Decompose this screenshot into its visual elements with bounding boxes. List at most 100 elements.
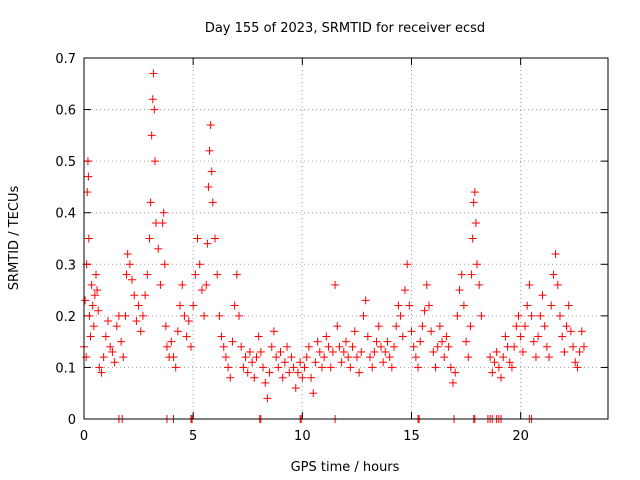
data-point	[248, 358, 257, 367]
data-point	[545, 353, 554, 362]
data-point	[263, 394, 272, 403]
data-point	[193, 234, 202, 243]
data-point	[104, 317, 113, 326]
y-axis-label: SRMTID / TECUs	[7, 186, 22, 291]
data-point	[287, 353, 296, 362]
data-points	[80, 69, 588, 423]
data-point	[237, 342, 246, 351]
data-point	[352, 353, 361, 362]
data-point	[475, 280, 484, 289]
data-point	[123, 249, 132, 258]
data-point	[575, 347, 584, 356]
data-point	[501, 332, 510, 341]
x-tick-label: 10	[294, 429, 311, 444]
data-point	[245, 347, 254, 356]
data-point	[549, 270, 558, 279]
data-point	[333, 322, 342, 331]
data-point	[307, 373, 316, 382]
data-point	[387, 363, 396, 372]
data-point	[272, 353, 281, 362]
data-point	[208, 198, 217, 207]
data-point	[300, 363, 309, 372]
data-point	[555, 311, 564, 320]
x-tick-label: 5	[189, 429, 197, 444]
data-point	[411, 353, 420, 362]
data-point	[396, 311, 405, 320]
data-point	[536, 311, 545, 320]
data-point	[122, 270, 131, 279]
data-point	[558, 332, 567, 341]
data-point	[363, 332, 372, 341]
data-point	[326, 363, 335, 372]
data-point	[150, 157, 159, 166]
data-point	[280, 358, 289, 367]
data-point	[462, 337, 471, 346]
y-tick-label: 0.5	[55, 155, 76, 170]
data-point	[547, 301, 556, 310]
data-point	[471, 219, 480, 228]
data-point	[477, 311, 486, 320]
data-point	[128, 275, 137, 284]
data-point	[368, 363, 377, 372]
data-point	[302, 353, 311, 362]
data-point	[88, 301, 97, 310]
data-point	[215, 311, 224, 320]
data-point	[81, 296, 90, 305]
data-point	[392, 322, 401, 331]
data-point	[150, 105, 159, 114]
data-point	[84, 172, 93, 181]
data-point	[224, 363, 233, 372]
data-point	[335, 342, 344, 351]
data-point	[274, 363, 283, 372]
data-point	[304, 342, 313, 351]
data-point	[182, 332, 191, 341]
data-point	[372, 337, 381, 346]
data-point	[331, 280, 340, 289]
data-point	[433, 342, 442, 351]
data-point	[89, 322, 98, 331]
data-point	[470, 188, 479, 197]
data-point	[339, 347, 348, 356]
data-point	[317, 363, 326, 372]
data-point	[525, 280, 534, 289]
data-point	[156, 280, 165, 289]
data-point	[204, 182, 213, 191]
data-point	[82, 353, 91, 362]
x-tick-label: 20	[512, 429, 529, 444]
data-point	[291, 384, 300, 393]
data-point	[488, 368, 497, 377]
data-point	[217, 332, 226, 341]
data-point	[505, 358, 514, 367]
data-point	[564, 301, 573, 310]
data-point	[529, 337, 538, 346]
data-point	[136, 327, 145, 336]
x-tick-label: 0	[80, 429, 88, 444]
data-point	[507, 363, 516, 372]
data-point	[93, 286, 102, 295]
data-point	[130, 291, 139, 300]
data-point	[455, 286, 464, 295]
data-point	[207, 167, 216, 176]
data-point	[203, 239, 212, 248]
data-point	[366, 353, 375, 362]
data-point	[403, 260, 412, 269]
data-point	[490, 358, 499, 367]
data-point	[202, 280, 211, 289]
data-point	[344, 353, 353, 362]
data-point	[83, 157, 92, 166]
data-point	[167, 337, 176, 346]
data-point	[370, 347, 379, 356]
data-point	[446, 363, 455, 372]
data-point	[230, 301, 239, 310]
data-point	[250, 373, 259, 382]
data-point	[420, 306, 429, 315]
data-point	[160, 260, 169, 269]
data-point	[442, 332, 451, 341]
data-point	[173, 327, 182, 336]
data-point	[259, 363, 268, 372]
data-point	[146, 198, 155, 207]
data-point	[418, 322, 427, 331]
data-point	[86, 332, 95, 341]
y-tick-label: 0.3	[55, 258, 76, 273]
